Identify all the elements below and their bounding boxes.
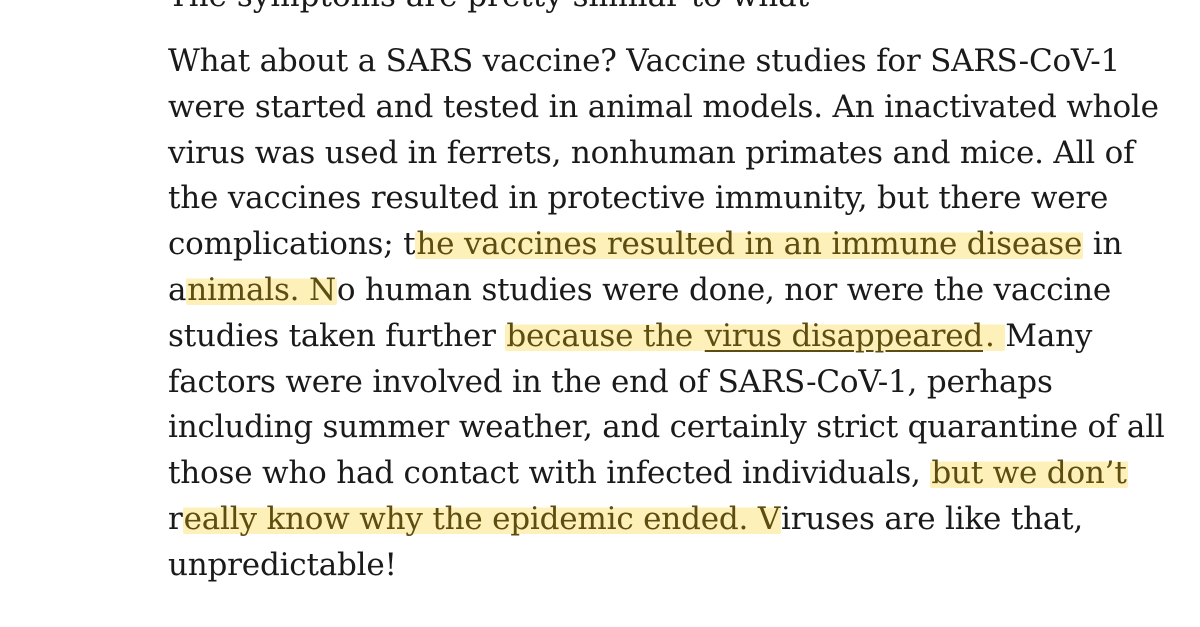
article-paragraph: What about a SARS vaccine? Vaccine studi… — [168, 39, 1178, 589]
text-line: factors were involved in the end of SARS… — [168, 360, 1178, 406]
clipped-previous-line: The symptoms are pretty similar to what — [168, 0, 809, 18]
text-segment: studies taken further — [168, 317, 506, 354]
text-segment: in — [1083, 226, 1123, 263]
text-segment: complications; t — [168, 226, 416, 263]
virus-disappeared-link[interactable]: virus disappeared — [703, 317, 984, 354]
highlighted-text: because the — [505, 317, 704, 354]
text-segment: were started and tested in animal models… — [168, 88, 1159, 125]
text-segment: What about a SARS vaccine? Vaccine studi… — [168, 43, 1121, 79]
text-segment: r — [168, 500, 183, 537]
text-line: unpredictable! — [168, 543, 1178, 589]
text-segment: the vaccines resulted in protective immu… — [168, 180, 1109, 217]
text-segment: a — [168, 271, 187, 308]
text-line: those who had contact with infected indi… — [168, 451, 1178, 497]
text-line: animals. No human studies were done, nor… — [168, 268, 1178, 314]
text-segment: virus was used in ferrets, nonhuman prim… — [168, 134, 1135, 171]
text-line: virus was used in ferrets, nonhuman prim… — [168, 131, 1178, 177]
text-segment: iruses are like that, — [781, 500, 1084, 537]
text-segment: o human studies were done, nor were the … — [336, 271, 1112, 308]
highlighted-text: eally know why the epidemic ended. V — [182, 500, 782, 537]
highlighted-text: he vaccines resulted in an immune diseas… — [415, 226, 1084, 263]
highlighted-text: but we don’t — [930, 455, 1128, 492]
text-segment: including summer weather, and certainly … — [168, 409, 1165, 446]
text-segment: those who had contact with infected indi… — [168, 455, 931, 492]
highlighted-text: nimals. N — [186, 271, 337, 308]
text-segment: unpredictable! — [168, 546, 397, 583]
highlighted-text: . — [983, 317, 1006, 354]
text-line: studies taken further because the virus … — [168, 314, 1178, 360]
text-segment: Many — [1005, 317, 1093, 354]
text-line: really know why the epidemic ended. Viru… — [168, 497, 1178, 543]
text-line: were started and tested in animal models… — [168, 85, 1178, 131]
text-segment: factors were involved in the end of SARS… — [168, 363, 1053, 400]
text-line: What about a SARS vaccine? Vaccine studi… — [168, 39, 1178, 85]
text-line: including summer weather, and certainly … — [168, 405, 1178, 451]
text-line: the vaccines resulted in protective immu… — [168, 176, 1178, 222]
text-line: complications; the vaccines resulted in … — [168, 222, 1178, 268]
